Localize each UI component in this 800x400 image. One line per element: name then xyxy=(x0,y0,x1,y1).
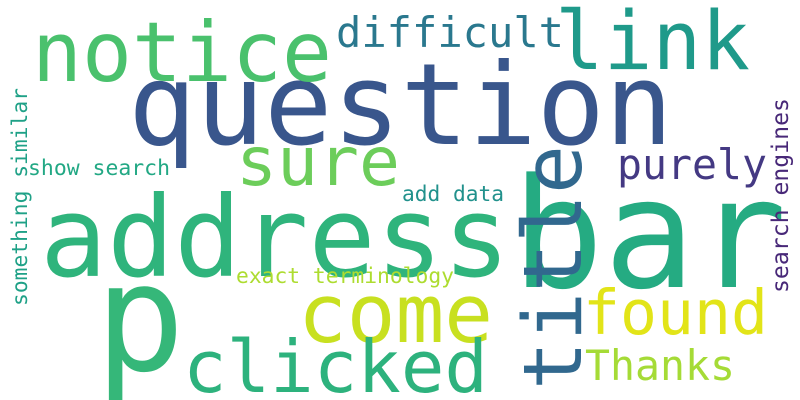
word-show-search: show search xyxy=(28,156,170,182)
word-p: p xyxy=(95,232,185,400)
word-clicked: clicked xyxy=(183,325,488,400)
word-link: link xyxy=(555,0,750,90)
word-something-similar: something similar xyxy=(8,88,33,306)
word-add-data: add data xyxy=(402,181,504,207)
word-notice: notice xyxy=(32,3,332,101)
word-found: found xyxy=(583,277,768,349)
word-search-engines: search engines xyxy=(768,98,794,293)
word-question: question xyxy=(128,39,674,172)
word-come: come xyxy=(298,267,493,362)
word-title: title xyxy=(506,145,601,390)
word-exact-terminology: exact terminology xyxy=(236,264,454,290)
word-thanks: Thanks xyxy=(585,340,735,390)
word-sure: sure xyxy=(236,123,400,203)
word-bar: bar xyxy=(512,145,787,323)
word-address: address xyxy=(40,173,510,304)
word-difficult: difficult xyxy=(336,7,564,57)
word-purely: purely xyxy=(617,139,767,189)
